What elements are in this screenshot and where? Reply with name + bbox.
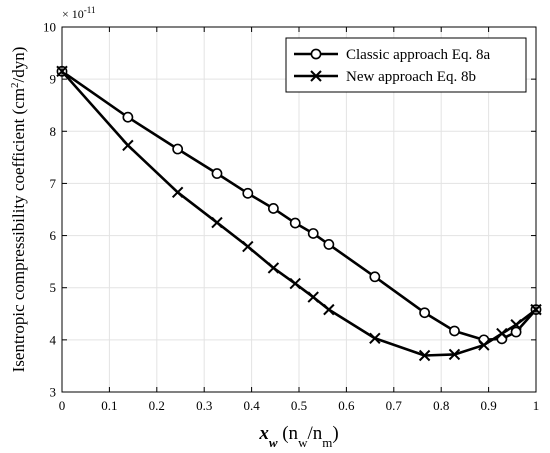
data-point-classic: [172, 143, 184, 155]
data-point-new: [369, 332, 381, 344]
y-tick-label: 6: [50, 228, 57, 243]
data-point-new: [171, 186, 184, 198]
y-tick-label: 4: [50, 332, 57, 347]
data-point-classic: [510, 326, 522, 338]
y-tick-label: 3: [50, 385, 57, 400]
x-tick-label: 0: [59, 398, 66, 413]
legend-marker: [310, 48, 322, 60]
x-axis-sub2: w: [298, 435, 308, 450]
legend-marker: [310, 70, 322, 82]
legend-sample-new: [294, 70, 338, 82]
axis-ticks: 0 0.1 0.2 0.3 0.4 0.5 0.6 0.7 0.8 0.9 1 3 4 5 6 7 8 9 10: [43, 20, 539, 414]
data-point-new: [496, 327, 508, 340]
y-axis-label-text: Isentropic compressibility coefficient (…: [9, 88, 28, 372]
data-point-classic: [268, 203, 279, 214]
data-point-classic: [289, 217, 301, 229]
x-tick-label: 0.6: [338, 398, 355, 413]
data-point-new: [289, 277, 301, 290]
data-point-classic: [323, 239, 335, 250]
x-axis-paren-open: (n: [277, 423, 298, 444]
y-axis-label-sup: 2: [9, 83, 21, 89]
data-point-new: [211, 216, 223, 229]
data-point-classic: [307, 228, 319, 239]
legend-label-new: New approach Eq. 8b: [346, 69, 476, 85]
data-point-classic: [242, 187, 254, 199]
data-point-classic: [211, 168, 223, 179]
data-point-new: [418, 349, 431, 362]
y-exponent-base: × 10: [62, 7, 84, 21]
data-point-new: [122, 139, 134, 152]
y-axis-label-tail: /dyn): [9, 47, 28, 83]
x-tick-label: 0.2: [149, 398, 165, 413]
x-axis-var: x: [258, 423, 269, 444]
y-exponent-label: × 10-11: [62, 5, 95, 21]
data-point-new: [242, 240, 254, 253]
data-point-new: [307, 291, 319, 303]
data-point-new: [478, 339, 490, 351]
data-point-new: [323, 303, 335, 316]
x-axis-var-sub: w: [269, 435, 278, 450]
legend: Classic approach Eq. 8a New approach Eq.…: [285, 37, 527, 93]
x-tick-label: 0.3: [196, 398, 212, 413]
data-point-classic: [419, 307, 431, 319]
x-axis-sub3: m: [322, 435, 332, 450]
series-line-new: [61, 70, 537, 357]
data-point-new: [448, 348, 461, 361]
x-tick-label: 0.9: [480, 398, 496, 413]
data-point-new: [510, 319, 522, 331]
x-tick-label: 0.5: [291, 398, 307, 413]
y-exponent-power: -11: [84, 5, 96, 15]
data-point-classic: [122, 111, 134, 123]
y-axis-label: Isentropic compressibility coefficient (…: [9, 47, 28, 373]
y-tick-label: 10: [43, 20, 56, 35]
legend-label-classic: Classic approach Eq. 8a: [346, 47, 490, 63]
x-tick-label: 0.7: [386, 398, 403, 413]
y-tick-label: 8: [50, 124, 57, 139]
data-point-new: [267, 262, 280, 274]
x-tick-label: 0.4: [243, 398, 260, 413]
x-axis-mid: /n: [307, 423, 322, 444]
x-tick-label: 0.8: [433, 398, 449, 413]
legend-sample-classic: [294, 48, 338, 60]
data-point-classic: [369, 271, 381, 283]
x-tick-label: 0.1: [101, 398, 117, 413]
data-point-classic: [449, 325, 460, 337]
y-tick-label: 5: [50, 280, 57, 295]
y-tick-label: 9: [50, 72, 57, 87]
x-tick-label: 1: [533, 398, 540, 413]
y-tick-label: 7: [50, 176, 57, 191]
x-axis-label: xw (nw/nm): [258, 423, 338, 450]
legend-box: [285, 37, 527, 93]
x-axis-paren-close: ): [332, 423, 338, 444]
